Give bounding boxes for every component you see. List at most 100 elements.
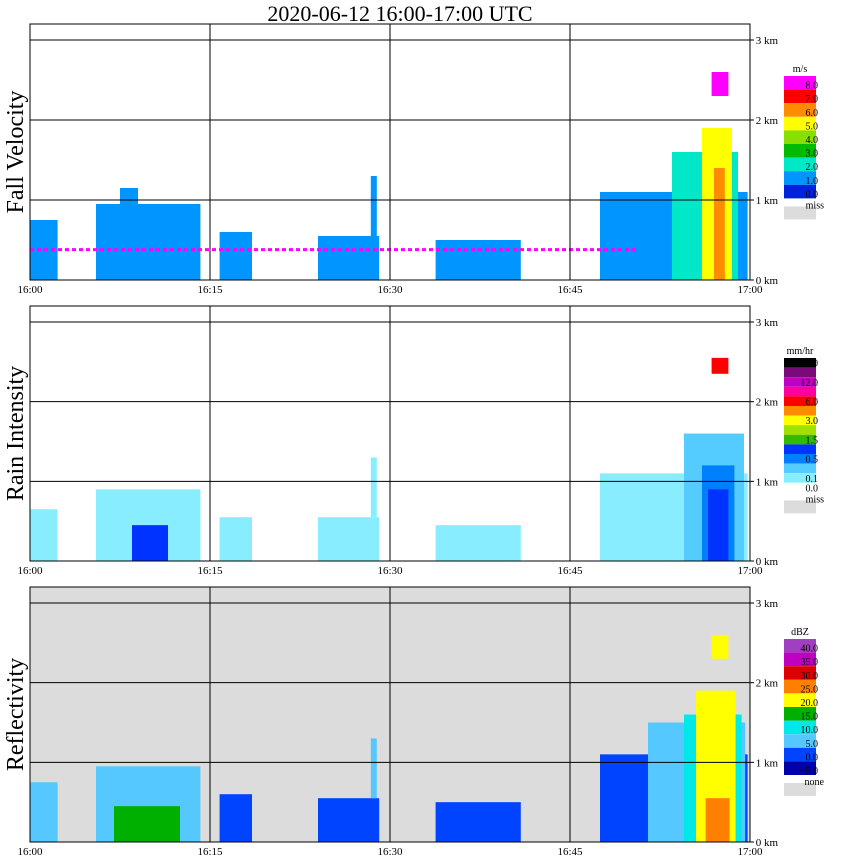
panel-3-echo xyxy=(30,782,58,842)
panel-1-legend-swatch xyxy=(784,103,816,117)
panel-1-legend-label: 7.0 xyxy=(806,94,819,105)
panel-3-echo xyxy=(318,798,380,842)
panel-2-echo xyxy=(370,457,377,518)
panel-2-legend-swatch xyxy=(784,454,816,464)
panel-3-legend-label: 5.0 xyxy=(806,739,819,750)
panel-2-legend-swatch xyxy=(784,434,816,445)
panel-1-xtick-label: 16:45 xyxy=(557,284,583,296)
panel-3-xtick-label: 16:45 xyxy=(557,846,583,858)
panel-1-echo xyxy=(120,188,138,204)
panel-1-legend-swatch xyxy=(784,184,816,199)
panel-3-ytick-label: 0 km xyxy=(753,837,779,849)
panel-1-echo xyxy=(370,176,377,236)
panel-1-legend-swatch xyxy=(784,76,816,90)
panel-1-legend-label: 1.0 xyxy=(806,176,819,187)
panel-2-legend-label: 6.0 xyxy=(806,397,819,408)
panel-3-echo xyxy=(114,806,180,842)
panel-2-xtick-label: 16:30 xyxy=(377,565,403,577)
panel-2-ytick-label: 3 km xyxy=(753,317,779,329)
panel-3-legend-swatch xyxy=(784,707,816,721)
panel-2-echo xyxy=(30,509,58,561)
panel-3-legend-swatch xyxy=(784,734,816,748)
panel-3-legend-unit: dBZ xyxy=(791,627,809,638)
panel-1-legend-swatch xyxy=(784,144,816,158)
panel-2-ytick-label: 0 km xyxy=(753,556,779,568)
panel-1-echo xyxy=(96,204,201,280)
panel-2-legend-label: 0.1 xyxy=(806,474,819,485)
panel-3-legend-label: −5.0 xyxy=(800,766,818,777)
panel-3-xtick-label: 17:00 xyxy=(737,846,763,858)
panel-3-echo xyxy=(370,738,377,799)
panel-1-echo xyxy=(219,232,252,280)
panel-3-legend-swatch xyxy=(784,693,816,707)
panel-2-echo xyxy=(435,525,521,561)
panel-3-xtick-label: 16:15 xyxy=(197,846,223,858)
panel-3-echo xyxy=(705,798,730,842)
panel-1-legend-label: 3.0 xyxy=(806,149,819,160)
panel-1-echo xyxy=(318,236,380,280)
panel-3-legend-label: 30.0 xyxy=(801,671,819,682)
panel-3-legend-label: 25.0 xyxy=(801,684,819,695)
panel-2-legend-label: 3.0 xyxy=(806,416,819,427)
panel-2-frame xyxy=(29,305,751,562)
panel-2-ylabel: Rain Intensity xyxy=(3,366,29,501)
panel-3-echo xyxy=(435,802,521,842)
panel-2-legend-swatch xyxy=(784,406,816,416)
panel-3-xtick-label: 16:30 xyxy=(377,846,403,858)
panel-2-legend-swatch xyxy=(784,473,816,483)
panel-2-legend-label: 0.5 xyxy=(806,455,819,466)
panel-1-ytick-label: 2 km xyxy=(753,115,779,127)
panel-1-legend-swatch xyxy=(784,171,816,185)
panel-2-legend-swatch xyxy=(784,415,816,426)
panel-3-legend-miss-swatch xyxy=(784,783,816,796)
panel-3-legend-miss-label: none xyxy=(805,777,825,788)
panel-2-legend-unit: mm/hr xyxy=(787,346,814,357)
panel-1-ytick-label: 1 km xyxy=(753,195,779,207)
panel-2-legend-swatch xyxy=(784,377,816,387)
panel-2-legend-label: 1.5 xyxy=(806,435,819,446)
panel-3-legend-swatch xyxy=(784,652,816,667)
panel-3-legend-label: 0.0 xyxy=(806,752,819,763)
panel-1-legend-miss-swatch xyxy=(784,206,816,220)
panel-2-legend-label: 48.0 xyxy=(801,359,819,370)
panel-2-legend-swatch xyxy=(784,482,816,493)
panel-3-ytick-label: 3 km xyxy=(753,598,779,610)
panel-3-legend-label: 35.0 xyxy=(801,657,819,668)
panel-3-ylabel: Reflectivity xyxy=(3,658,29,771)
panel-2-legend-swatch xyxy=(784,386,816,397)
panel-1-legend-swatch xyxy=(784,157,816,172)
panel-2-echo xyxy=(318,517,380,561)
panel-3-xtick-label: 16:00 xyxy=(17,846,43,858)
panel-3-echo xyxy=(711,634,729,659)
panel-3-legend-label: 40.0 xyxy=(801,644,819,655)
panel-1-legend-label: 0.0 xyxy=(806,189,819,200)
panel-2-echo xyxy=(711,357,729,374)
chart-title: 2020-06-12 16:00-17:00 UTC xyxy=(267,1,533,26)
panel-1-xtick-label: 16:00 xyxy=(17,284,43,296)
panel-2-echo xyxy=(219,517,252,561)
panel-3-legend-swatch xyxy=(784,747,816,762)
panel-3-legend-label: 15.0 xyxy=(801,712,819,723)
panel-1-echo xyxy=(711,72,729,96)
panel-3-ytick-label: 1 km xyxy=(753,757,779,769)
panel-2-legend-miss-label: miss xyxy=(806,494,824,505)
panel-3-frame xyxy=(29,586,751,843)
panel-2-legend-swatch xyxy=(784,444,816,454)
panel-2-xtick-label: 16:00 xyxy=(17,565,43,577)
panel-2-legend-label: 12.0 xyxy=(801,378,819,389)
panel-2-xtick-label: 16:45 xyxy=(557,565,583,577)
panel-2-xtick-label: 17:00 xyxy=(737,565,763,577)
panel-2-echo xyxy=(132,525,168,561)
panel-1-xtick-label: 17:00 xyxy=(737,284,763,296)
panel-3-legend-swatch xyxy=(784,639,816,653)
panel-1-ytick-label: 3 km xyxy=(753,35,779,47)
panel-2-legend-swatch xyxy=(784,463,816,474)
panel-2-ytick-label: 2 km xyxy=(753,397,779,409)
panel-3-legend-label: 10.0 xyxy=(801,725,819,736)
panel-3-legend-label: 20.0 xyxy=(801,698,819,709)
panel-1-ytick-label: 0 km xyxy=(753,275,779,287)
panel-2-xtick-label: 16:15 xyxy=(197,565,223,577)
panel-3-legend-swatch xyxy=(784,761,816,775)
panel-3-legend-swatch xyxy=(784,666,816,680)
